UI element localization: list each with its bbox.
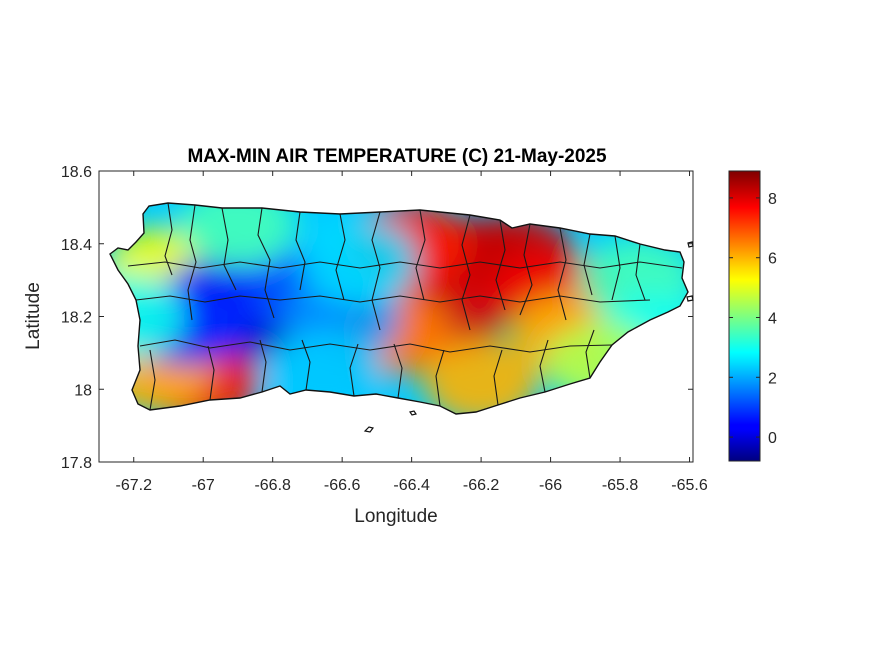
municipality-line-22 <box>349 343 359 397</box>
municipality-line-24 <box>435 349 445 407</box>
municipality-line-21 <box>301 339 311 391</box>
colorbar-tick-label-1: 6 <box>768 251 777 268</box>
colorbar-ticks: 8 6 4 2 0 <box>729 191 777 447</box>
municipality-line-14 <box>635 243 646 301</box>
municipality-line-10 <box>519 223 533 316</box>
island-outline <box>109 202 689 415</box>
municipality-line-17 <box>127 261 683 269</box>
x-tick-label-5: -66.2 <box>463 477 500 494</box>
municipality-line-2 <box>221 207 237 291</box>
municipality-line-11 <box>557 227 567 321</box>
municipality-line-25 <box>493 349 503 406</box>
colorbar-tick-label-0: 8 <box>768 191 777 208</box>
municipality-line-12 <box>583 233 593 296</box>
municipality-line-27 <box>585 329 595 379</box>
south-islet <box>409 410 417 416</box>
x-tick-label-2: -66.8 <box>254 477 291 494</box>
municipality-line-6 <box>371 211 381 331</box>
caja-de-muertos-island <box>363 426 375 433</box>
temperature-blob-17 <box>301 219 418 304</box>
colorbar-tick-label-3: 2 <box>768 370 777 387</box>
municipality-line-8 <box>461 214 471 331</box>
municipality-boundaries <box>127 202 683 411</box>
municipality-line-4 <box>295 211 306 291</box>
x-tick-label-4: -66.4 <box>393 477 430 494</box>
municipality-line-18 <box>149 349 156 411</box>
small-islands <box>363 241 694 433</box>
municipality-line-26 <box>539 339 549 393</box>
municipality-line-1 <box>187 204 197 321</box>
municipality-line-0 <box>164 202 173 276</box>
municipality-line-16 <box>139 339 613 353</box>
municipality-line-5 <box>335 213 346 301</box>
y-tick-label-4: 17.8 <box>61 455 92 472</box>
x-tick-label-6: -66 <box>539 477 562 494</box>
x-tick-label-8: -65.6 <box>671 477 708 494</box>
x-tick-label-0: -67.2 <box>116 477 153 494</box>
municipality-line-19 <box>207 345 215 401</box>
x-tick-label-3: -66.6 <box>324 477 361 494</box>
east-islet <box>687 241 694 248</box>
y-axis-label: Latitude <box>23 282 44 350</box>
x-tick-label-7: -65.8 <box>602 477 639 494</box>
x-axis-label: Longitude <box>354 506 437 527</box>
municipality-line-23 <box>393 343 403 399</box>
colorbar: 8 6 4 2 0 <box>728 170 777 462</box>
municipality-line-7 <box>415 209 426 301</box>
x-tick-label-1: -67 <box>192 477 215 494</box>
chart-title: MAX-MIN AIR TEMPERATURE (C) 21-May-2025 <box>187 146 607 167</box>
y-tick-label-1: 18.4 <box>61 237 92 254</box>
east-islet-2 <box>686 295 694 302</box>
colorbar-gradient <box>728 170 761 462</box>
municipality-line-13 <box>611 235 621 301</box>
y-tick-label-3: 18 <box>74 382 92 399</box>
y-axis: 18.6 18.4 18.2 18 17.8 <box>61 164 693 472</box>
colorbar-tick-label-4: 0 <box>768 430 777 447</box>
colorbar-tick-label-2: 4 <box>768 310 777 327</box>
y-tick-label-2: 18.2 <box>61 310 92 327</box>
x-axis: -67.2 -67 -66.8 -66.6 -66.4 -66.2 -66 -65.8 -65.… <box>116 171 708 494</box>
municipality-line-15 <box>135 295 651 303</box>
y-tick-label-0: 18.6 <box>61 164 92 181</box>
municipality-line-20 <box>259 339 267 393</box>
